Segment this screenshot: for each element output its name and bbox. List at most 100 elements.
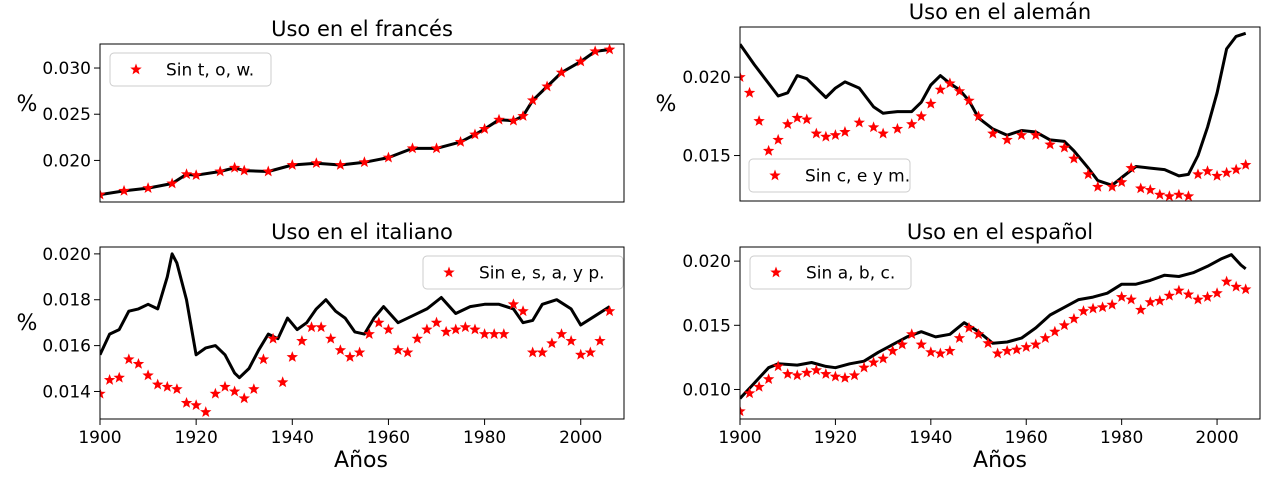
legend-box: [749, 255, 912, 290]
star-point: [478, 123, 491, 134]
star-point: [161, 380, 174, 392]
star-point: [219, 380, 231, 392]
axes-frame: [99, 246, 625, 420]
star-point: [1163, 289, 1176, 301]
star-point: [1082, 168, 1094, 180]
star-point: [180, 168, 193, 180]
star-point: [373, 316, 385, 328]
star-point: [392, 344, 404, 356]
star-point: [867, 356, 880, 368]
plot-area: [100, 252, 616, 417]
x-tick-label: 1960: [367, 428, 410, 448]
star-point: [991, 347, 1004, 359]
star-point: [896, 338, 908, 350]
star-point: [305, 321, 318, 333]
star-point: [171, 383, 183, 395]
star-point: [743, 86, 756, 98]
star-point: [238, 164, 250, 176]
star-point: [214, 165, 226, 177]
star-point: [934, 347, 947, 359]
y-tick-label: 0.020: [682, 68, 731, 88]
series-line: [740, 253, 1247, 400]
star-point: [1182, 288, 1195, 300]
star-point: [430, 142, 443, 154]
star-point: [1220, 275, 1233, 287]
star-point: [740, 71, 746, 83]
star-point: [100, 387, 106, 399]
star-point: [1096, 301, 1109, 313]
star-point: [829, 129, 842, 141]
star-point: [810, 127, 823, 139]
star-point: [963, 94, 975, 106]
star-point: [1211, 287, 1223, 299]
star-point: [118, 184, 130, 196]
star-point: [358, 156, 371, 168]
star-point: [791, 111, 803, 123]
star-point: [1192, 168, 1204, 180]
star-point: [555, 66, 568, 78]
star-point: [200, 406, 212, 417]
star-point: [1087, 302, 1099, 314]
star-point: [1144, 184, 1156, 195]
star-point: [411, 332, 423, 344]
plot-area: [740, 31, 1252, 201]
star-point: [1230, 163, 1242, 175]
star-point: [344, 351, 356, 362]
star-point: [555, 328, 568, 339]
star-point: [820, 130, 832, 142]
y-tick-label: 0.025: [42, 105, 91, 125]
star-point: [113, 371, 125, 383]
star-point: [507, 298, 520, 310]
star-point: [1092, 180, 1104, 192]
star-point: [972, 110, 985, 122]
star-point: [1125, 293, 1137, 305]
star-point: [820, 368, 832, 379]
axes-frame: [99, 43, 625, 203]
star-point: [603, 44, 616, 55]
y-tick-label: 0.030: [42, 59, 91, 79]
star-point: [782, 368, 794, 379]
star-point: [877, 127, 889, 139]
star-point: [1068, 152, 1080, 164]
star-point: [421, 323, 433, 335]
star-point: [286, 159, 298, 170]
chart-panel-1: Uso en el alemán 0.015 0.020 Sin c, e y m.: [682, 0, 1261, 202]
star-point: [1154, 294, 1166, 306]
star-point: [103, 374, 116, 385]
star-point: [334, 344, 347, 356]
star-point: [517, 110, 529, 121]
star-point: [603, 305, 616, 317]
star-point: [1201, 291, 1214, 302]
star-point: [1068, 312, 1080, 324]
legend-star-marker: [130, 63, 142, 75]
star-point: [1015, 129, 1028, 141]
y-tick-label: 0.018: [42, 291, 91, 311]
star-point: [498, 328, 510, 339]
star-point: [944, 344, 956, 356]
star-point: [848, 369, 861, 381]
star-point: [190, 169, 202, 181]
star-point: [1144, 296, 1156, 308]
star-point: [987, 127, 999, 139]
star-point: [132, 357, 145, 369]
star-point: [1201, 165, 1214, 177]
y-tick-label: 0.020: [42, 151, 91, 171]
star-point: [296, 335, 308, 346]
star-point: [801, 366, 813, 378]
star-point: [934, 83, 947, 95]
star-point: [228, 161, 241, 173]
x-tick-label: 1940: [909, 428, 952, 448]
x-axis-label-right: Años: [973, 448, 1027, 473]
star-point: [858, 361, 870, 373]
star-point: [753, 380, 765, 392]
star-point: [1173, 188, 1185, 200]
y-axis-label-top-right: %: [656, 92, 677, 117]
x-tick-label: 1980: [1100, 428, 1143, 448]
star-point: [944, 77, 956, 89]
star-point: [1030, 129, 1042, 141]
axes-frame: [739, 26, 1261, 202]
star-point: [1135, 182, 1147, 194]
star-point: [853, 116, 865, 128]
star-point: [810, 364, 823, 376]
